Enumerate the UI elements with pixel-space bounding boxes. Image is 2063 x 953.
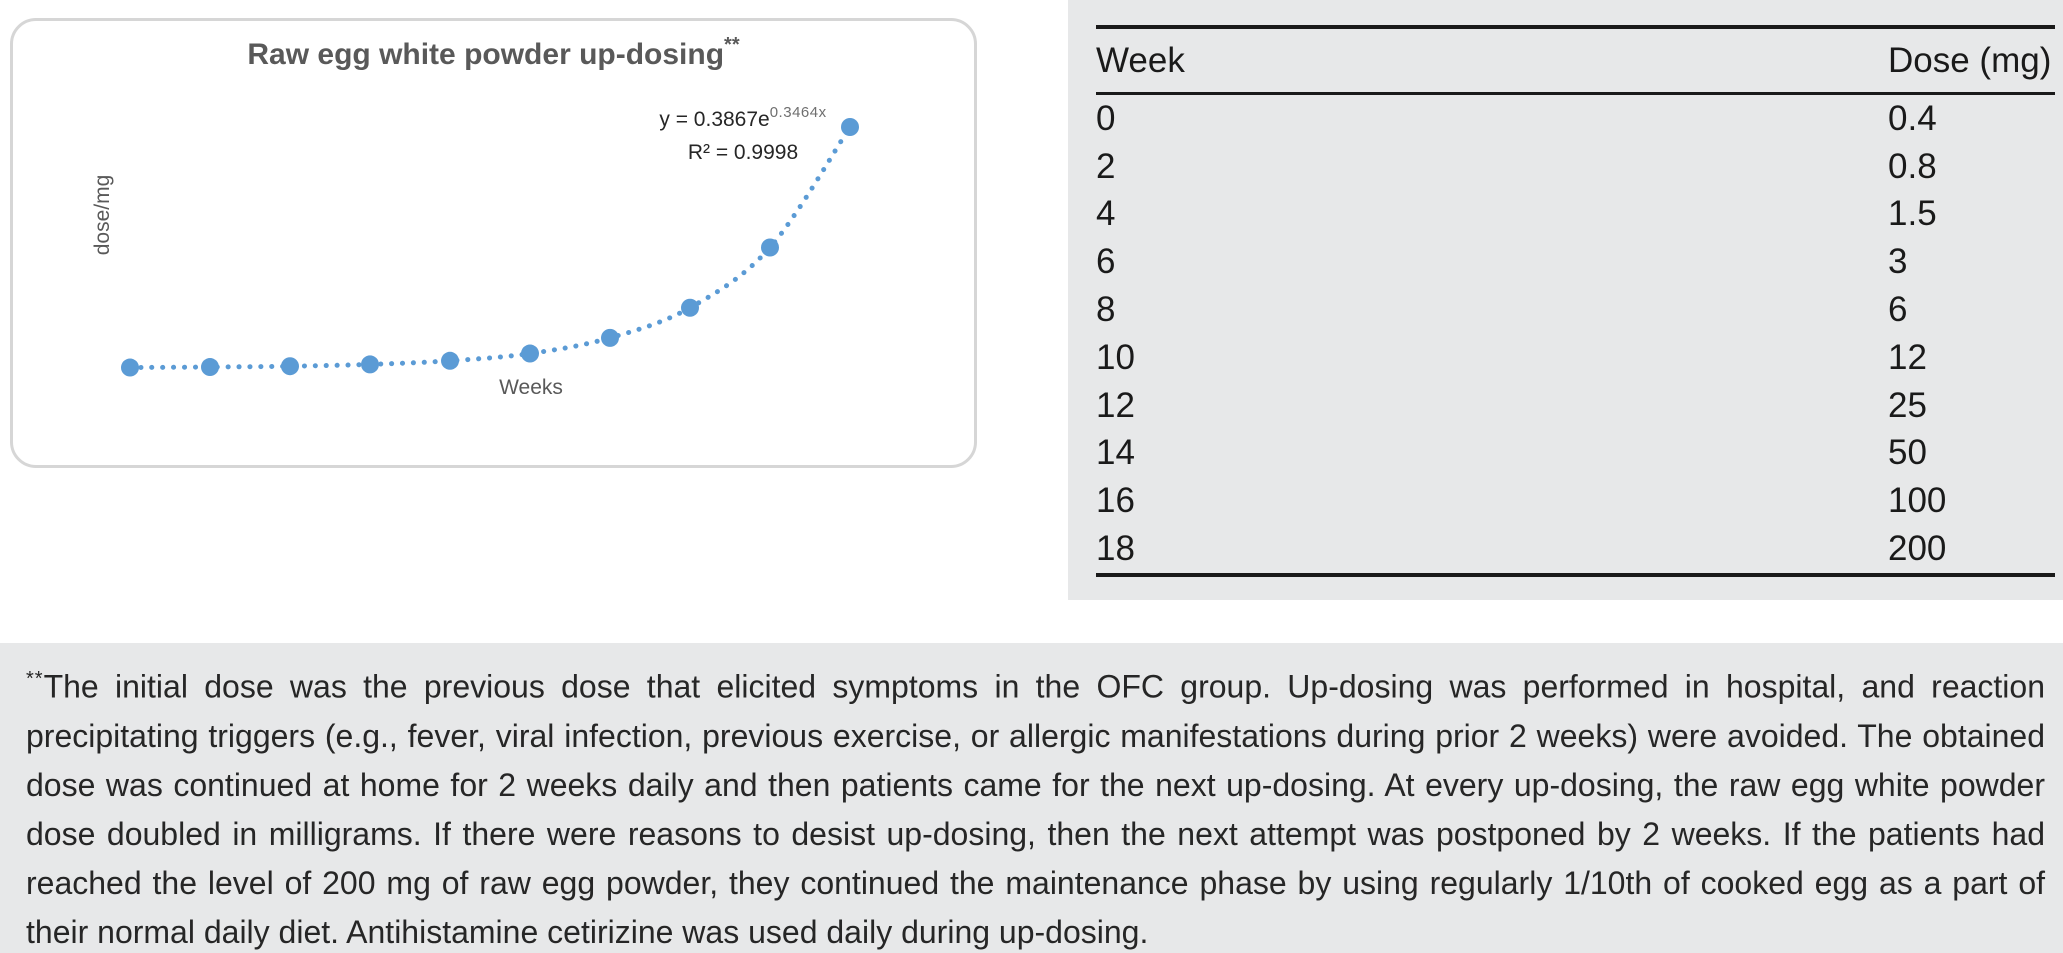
dose-cell: 0.8 (1888, 146, 1937, 186)
footnote-body: The initial dose was the previous dose t… (26, 668, 2045, 950)
trend-equation: y = 0.3867e0.3464x (573, 97, 913, 136)
chart-panel: Raw egg white powder up-dosing** y = 0.3… (10, 18, 977, 468)
trend-dotted-line (127, 124, 853, 371)
table-header-row: Week Dose (mg) (1096, 29, 2055, 92)
chart-title: Raw egg white powder up-dosing** (13, 34, 974, 72)
week-cell: 12 (1096, 385, 1135, 425)
table-row: 12 25 (1096, 382, 2055, 430)
equation-exponent: 0.3464x (769, 104, 827, 121)
dose-cell: 25 (1888, 385, 1927, 425)
data-point (521, 344, 539, 363)
table-bottom-rule (1096, 573, 2055, 577)
dose-cell: 200 (1888, 529, 1947, 569)
week-cell: 6 (1096, 242, 1116, 282)
table-row: 4 1.5 (1096, 191, 2055, 239)
chart-plot (121, 118, 859, 377)
table-body: 0 0.4 2 0.8 4 1.5 6 3 8 6 10 12 12 25 14 50 16 100 18 200 (1096, 95, 2055, 573)
footnote-text: **The initial dose was the previous dose… (26, 656, 2045, 953)
data-point (681, 298, 699, 317)
chart-title-marker: ** (724, 34, 740, 56)
week-cell: 10 (1096, 337, 1135, 377)
data-point (601, 328, 619, 347)
dose-cell: 12 (1888, 337, 1927, 377)
table-header-rule (1096, 92, 2055, 95)
trendline-label: y = 0.3867e0.3464x R² = 0.9998 (573, 97, 913, 169)
data-point (361, 355, 379, 374)
data-point (281, 357, 299, 376)
week-cell: 8 (1096, 290, 1116, 330)
dose-cell: 1.5 (1888, 194, 1937, 234)
table-row: 10 12 (1096, 334, 2055, 382)
week-cell: 16 (1096, 481, 1135, 521)
column-header-week: Week (1096, 40, 1185, 80)
chart-title-text: Raw egg white powder up-dosing (247, 38, 725, 71)
data-point (201, 358, 219, 377)
footnote-marker: ** (26, 668, 44, 690)
table-row: 16 100 (1096, 477, 2055, 525)
week-cell: 2 (1096, 146, 1116, 186)
y-axis-label: dose/mg (91, 174, 114, 256)
table-top-rule (1096, 25, 2055, 29)
data-point (121, 358, 139, 377)
equation-prefix: y = 0.3867e (659, 108, 770, 131)
table-row: 18 200 (1096, 525, 2055, 573)
footnote-panel: **The initial dose was the previous dose… (0, 643, 2063, 953)
dose-cell: 50 (1888, 433, 1927, 473)
week-cell: 0 (1096, 98, 1116, 138)
dose-cell: 3 (1888, 242, 1908, 282)
column-header-dose: Dose (mg) (1888, 40, 2052, 80)
data-point (761, 238, 779, 257)
week-cell: 18 (1096, 529, 1135, 569)
table-row: 0 0.4 (1096, 95, 2055, 143)
week-cell: 4 (1096, 194, 1116, 234)
data-point (441, 351, 459, 370)
x-axis-label: Weeks (499, 376, 563, 399)
dose-cell: 100 (1888, 481, 1947, 521)
table-row: 2 0.8 (1096, 143, 2055, 191)
dose-cell: 0.4 (1888, 98, 1937, 138)
table-row: 14 50 (1096, 430, 2055, 478)
r-squared-label: R² = 0.9998 (687, 141, 799, 164)
week-cell: 14 (1096, 433, 1135, 473)
dose-cell: 6 (1888, 290, 1908, 330)
data-point (841, 118, 859, 136)
dose-table-panel: Week Dose (mg) 0 0.4 2 0.8 4 1.5 6 3 8 6 10 12 12 25 1… (1068, 0, 2063, 600)
